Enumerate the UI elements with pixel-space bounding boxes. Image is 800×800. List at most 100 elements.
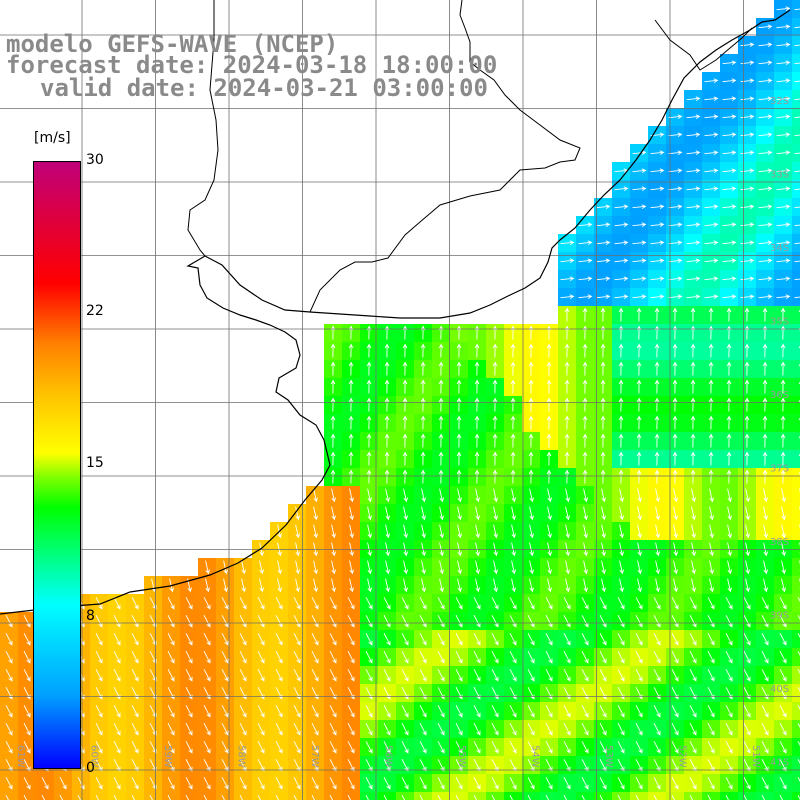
- wind-arrow: [547, 578, 552, 593]
- wind-arrow: [601, 506, 606, 521]
- wind-arrow: [762, 343, 768, 358]
- wind-arrow: [438, 433, 444, 448]
- wind-arrow: [758, 204, 773, 209]
- wind-arrow: [365, 669, 373, 682]
- wind-arrow: [726, 433, 732, 448]
- wind-arrow: [527, 759, 535, 772]
- wind-cell: [792, 162, 800, 180]
- wind-arrow: [725, 777, 733, 790]
- wind-arrow: [293, 777, 301, 790]
- wind-arrow: [223, 560, 228, 575]
- wind-arrow: [564, 343, 570, 358]
- lon-label: 51W: [750, 745, 761, 768]
- wind-arrow: [257, 741, 265, 754]
- wind-arrow: [185, 759, 193, 772]
- wind-arrow: [511, 488, 516, 503]
- wind-arrow: [257, 669, 265, 682]
- wind-arrow: [618, 343, 624, 358]
- wind-arrow: [762, 361, 768, 376]
- wind-arrow: [599, 633, 607, 646]
- wind-arrow: [761, 633, 769, 646]
- wind-arrow: [185, 597, 193, 610]
- wind-arrow: [704, 186, 719, 191]
- wind-arrow: [421, 506, 426, 521]
- lon-label: 60W: [89, 745, 100, 768]
- wind-arrow: [455, 651, 463, 664]
- wind-arrow: [401, 795, 405, 800]
- wind-arrow: [131, 795, 135, 800]
- wind-cell: [792, 360, 800, 378]
- wind-arrow: [149, 741, 157, 754]
- wind-arrow: [23, 795, 27, 800]
- wind-arrow: [686, 186, 701, 191]
- wind-arrow: [419, 759, 427, 772]
- wind-arrow: [722, 78, 737, 83]
- wind-arrow: [383, 723, 391, 736]
- wind-arrow: [779, 723, 787, 736]
- wind-cell: [792, 18, 800, 36]
- wind-arrow: [509, 795, 513, 800]
- wind-arrow: [509, 777, 517, 790]
- wind-arrow: [726, 379, 732, 394]
- wind-arrow: [655, 560, 660, 575]
- wind-arrow: [437, 741, 445, 754]
- wind-arrow: [330, 379, 336, 394]
- wind-arrow: [546, 379, 552, 394]
- wind-arrow: [797, 687, 800, 693]
- wind-arrow: [619, 542, 624, 557]
- wind-arrow: [311, 741, 319, 754]
- wind-arrow: [384, 379, 390, 394]
- wind-arrow: [511, 524, 516, 539]
- wind-arrow: [185, 723, 193, 736]
- wind-arrow: [740, 60, 755, 65]
- wind-arrow: [528, 397, 534, 412]
- wind-arrow: [367, 524, 372, 539]
- wind-arrow: [167, 597, 175, 610]
- wind-arrow: [709, 560, 714, 575]
- wind-arrow: [167, 759, 175, 772]
- wind-arrow: [583, 560, 588, 575]
- wind-arrow: [365, 759, 373, 772]
- wind-arrow: [509, 723, 517, 736]
- wind-arrow: [776, 114, 791, 119]
- wind-arrow: [331, 524, 336, 539]
- wind-cell: [90, 792, 108, 800]
- wind-arrow: [654, 361, 660, 376]
- wind-arrow: [311, 651, 319, 664]
- wind-arrow: [528, 415, 534, 430]
- wind-arrow: [794, 170, 800, 173]
- wind-arrow: [761, 777, 769, 790]
- wind-arrow: [203, 741, 211, 754]
- wind-arrow: [95, 741, 103, 754]
- wind-arrow: [455, 705, 463, 718]
- wind-arrow: [686, 276, 701, 281]
- wind-arrow: [655, 542, 660, 557]
- wind-arrow: [439, 524, 444, 539]
- wind-arrow: [527, 633, 535, 646]
- wind-arrow: [366, 415, 372, 430]
- wind-arrow: [527, 615, 535, 628]
- wind-arrow: [583, 506, 588, 521]
- wind-arrow: [740, 150, 755, 155]
- wind-arrow: [704, 294, 719, 299]
- wind-arrow: [331, 542, 336, 557]
- wind-arrow: [740, 168, 755, 173]
- wind-arrow: [618, 415, 624, 430]
- wind-arrow: [437, 759, 445, 772]
- wind-arrow: [654, 379, 660, 394]
- wind-arrow: [599, 615, 607, 628]
- wind-arrow: [707, 777, 715, 790]
- wind-arrow: [221, 759, 229, 772]
- wind-arrow: [565, 560, 570, 575]
- wind-arrow: [601, 578, 606, 593]
- wind-arrow: [672, 469, 678, 484]
- wind-arrow: [578, 276, 593, 281]
- wind-arrow: [456, 361, 462, 376]
- wind-arrow: [329, 723, 337, 736]
- wind-cell: [792, 144, 800, 162]
- wind-arrow: [673, 488, 678, 503]
- lat-label: 32S: [770, 96, 789, 107]
- wind-arrow: [668, 222, 683, 227]
- wind-arrow: [636, 451, 642, 466]
